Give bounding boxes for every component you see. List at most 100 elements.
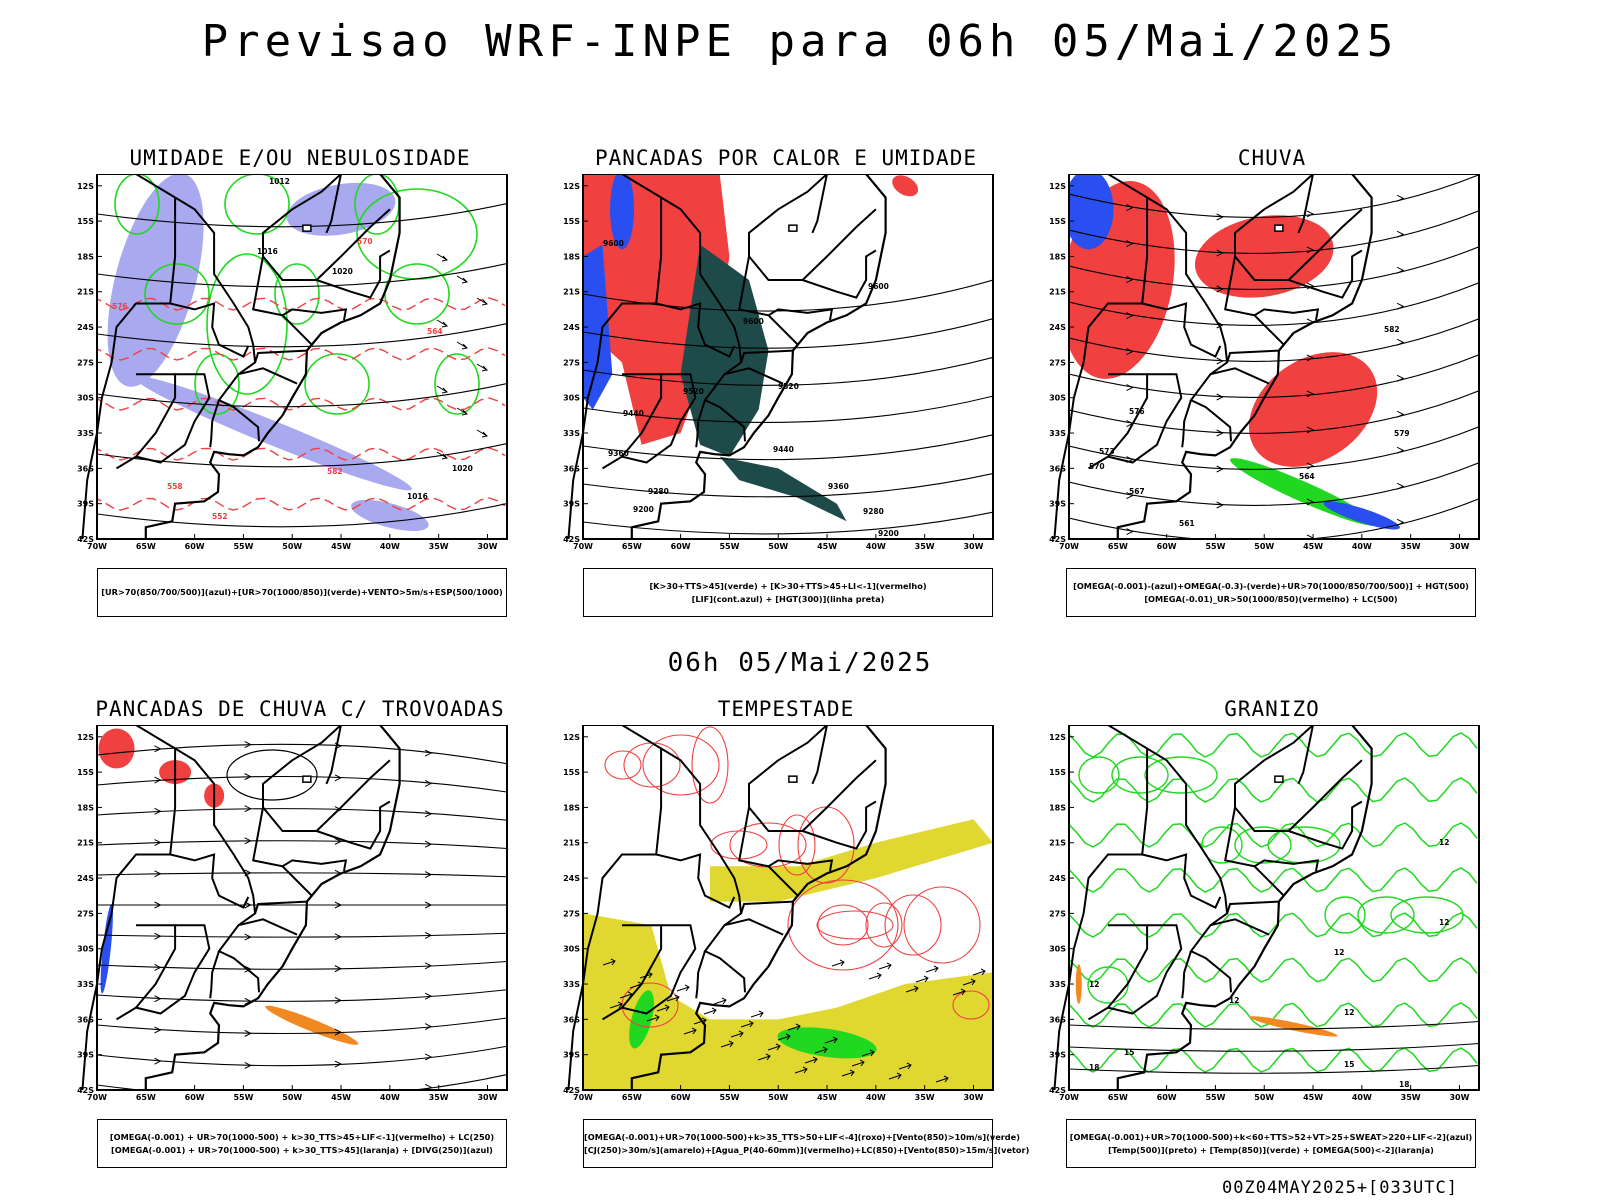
border-line [1210,918,1270,936]
streamline-arrow [154,839,162,846]
wind-vector [888,1072,902,1080]
streamline-arrow [334,837,343,845]
streamline-arrow [1306,246,1315,254]
wind-vector [861,1049,875,1057]
border-line [1181,399,1192,448]
lat-label: 36S [1049,1015,1066,1024]
omega-area-blue [1069,174,1114,250]
border-line [1253,308,1320,321]
lon-label: 55W [719,542,739,551]
pw-contour-red [642,734,720,796]
instability-layer: 9600952094409360928092009600960095209440… [583,174,993,538]
temp850-contour-green [1234,826,1292,864]
panel-title: TEMPESTADE [717,697,855,721]
wind-streamline [1069,282,1479,326]
streamline-arrow [244,1029,252,1037]
contour-label: 9360 [828,482,849,491]
border-line [802,800,877,850]
coastline [1116,174,1373,539]
wind-vector [898,1062,912,1070]
lon-label: 30W [477,1093,497,1102]
border-line [254,900,307,914]
thickness-contour-red [97,447,506,461]
coastline [630,174,887,539]
lat-label: 24S [1049,874,1066,883]
border-line [135,924,211,1015]
thickness-contour-red [97,347,506,361]
lat-label: 12S [77,733,94,742]
lat-label: 36S [77,1015,94,1024]
political-borders [567,725,887,1091]
legend-line: [OMEGA(-0.001)+UR>70(1000-500)+k>35_TTS>… [584,1131,1020,1142]
wind-vector [851,1059,865,1067]
height-contour [583,318,993,349]
wind-streamline [97,960,507,970]
lat-label: 39S [563,500,580,509]
streamline-arrow [424,931,433,939]
border-line [1234,759,1363,832]
temp850-contour-green [1111,756,1169,794]
border-line [97,174,260,442]
pw-contour-red [621,982,679,1028]
temp850-contour-green [1069,1047,1478,1073]
temp500-contour [1069,1042,1479,1052]
contour-label: 582 [1384,325,1400,334]
lon-label: 55W [233,542,253,551]
border-line [695,399,706,448]
wind-streamline [1069,390,1479,434]
wind-vector [915,975,929,983]
humid-contour-green [144,263,210,325]
temp850-contour-green [1069,957,1478,983]
wind-vector [436,451,449,460]
streamline-arrow [1396,266,1405,274]
wind-vector [814,1046,828,1054]
wind-streamline [97,743,507,765]
data-layers: 9600952094409360928092009600960095209440… [583,174,993,538]
border-line [1263,725,1315,785]
border-line [209,399,220,448]
border-line [115,373,177,470]
legend-line: [LIF](cont.azul) + [HGT(300)](linha pret… [691,593,885,604]
lat-label: 33S [563,429,580,438]
omega-band-blue [1323,501,1400,530]
streamline-arrow [334,996,343,1004]
contour-label: 576 [1129,407,1145,416]
streamline-arrow [1306,462,1315,470]
streamline-arrow [244,933,252,941]
temp500-contour [1069,1020,1479,1030]
streamline-arrow [424,901,433,909]
contour-label: 18 [1399,1080,1409,1089]
height-contour [583,395,993,424]
hail-layer: 12 12 12 12 12 12 15 15 18 18 [1069,732,1479,1089]
border-line [583,174,746,442]
streamline-arrow [1306,210,1315,218]
lon-label: 50W [282,1093,302,1102]
streamline-arrow [1396,410,1405,418]
wind-vector [436,253,449,262]
lat-label: 24S [563,874,580,883]
lon-label: 45W [1303,1093,1323,1102]
streamline-arrow [154,901,162,909]
border-line [209,950,220,999]
lat-label: 24S [563,323,580,332]
lat-label: 21S [563,288,580,297]
lon-label: 70W [1059,1093,1079,1102]
border-line [601,373,663,470]
streamline-arrow [424,749,433,757]
lat-label: 27S [1049,909,1066,918]
panel-title: CHUVA [1237,146,1307,170]
lat-label: 42S [77,1086,94,1095]
border-line [1107,924,1183,1015]
contour-label: 9200 [633,505,654,514]
wind-vector [972,968,986,976]
border-line [601,924,663,1021]
lon-label: 30W [477,542,497,551]
lat-label: 27S [1049,358,1066,367]
lon-label: 45W [1303,542,1323,551]
contour-label: 564 [427,327,443,336]
streamline-arrow [1396,194,1405,202]
contour-label: 576 [112,302,128,311]
streamline-arrow [154,964,162,971]
